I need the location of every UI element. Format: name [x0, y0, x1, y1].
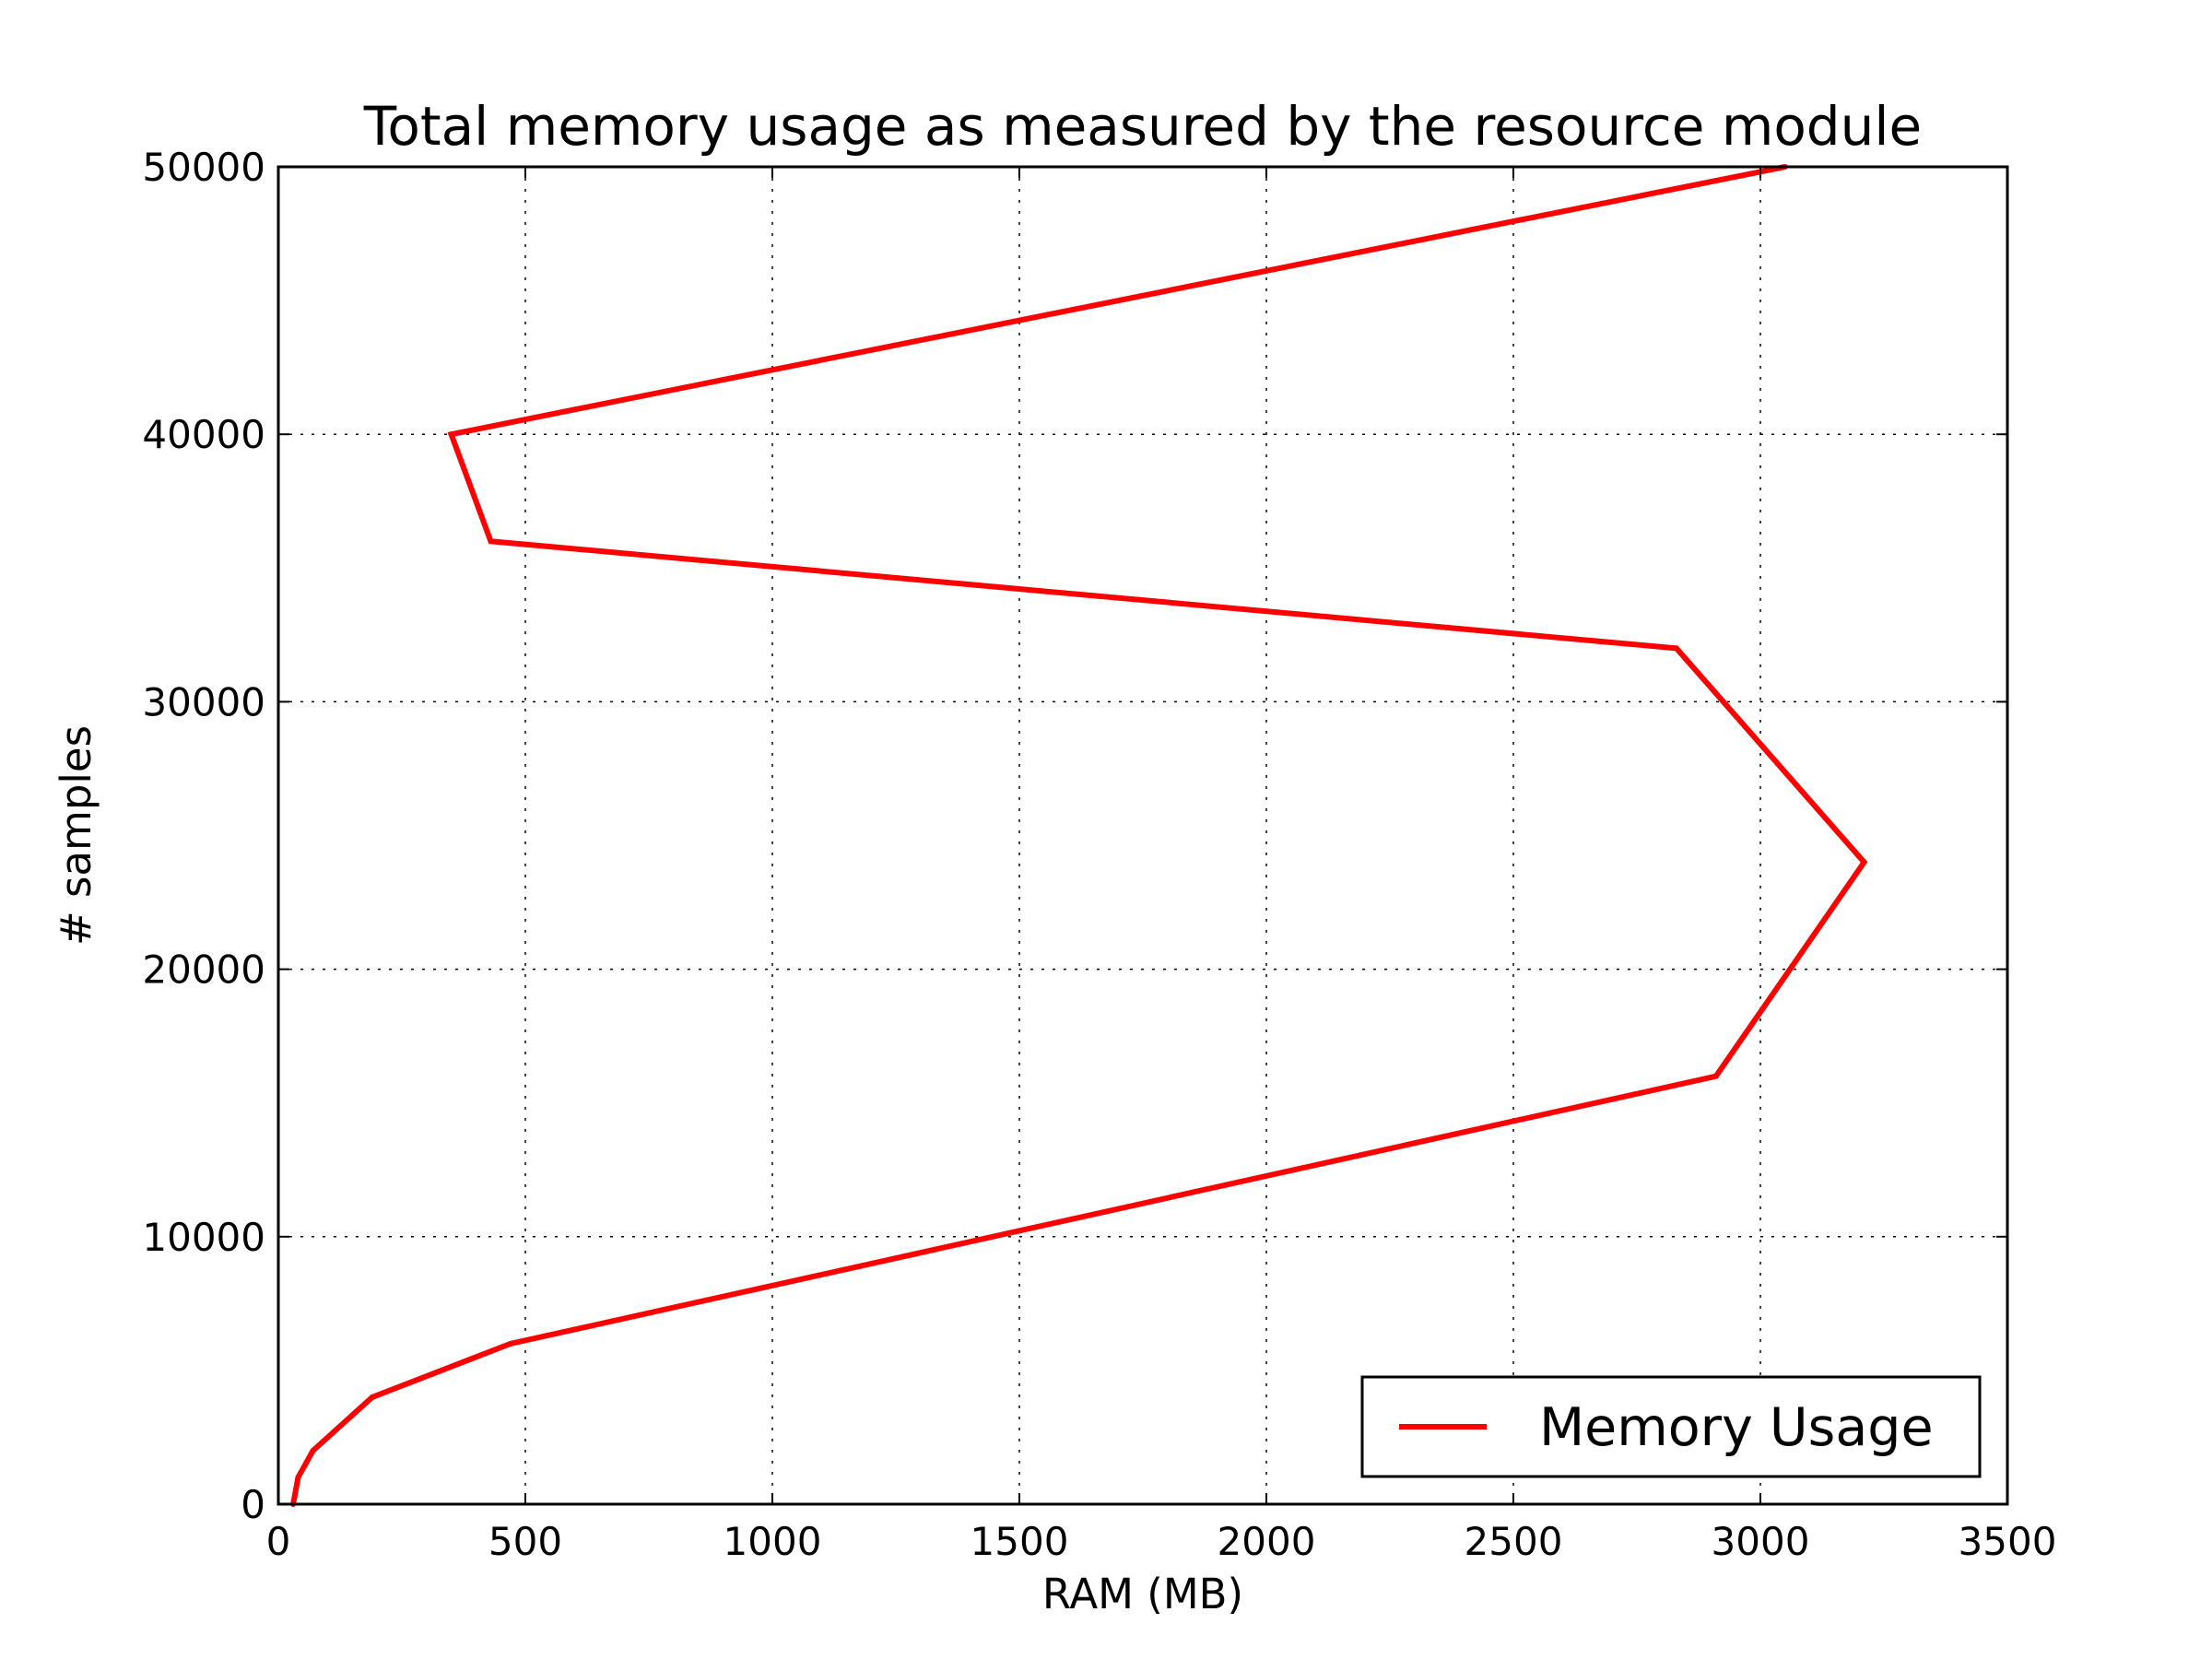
y-tick-label: 10000 [142, 1215, 265, 1260]
data-point [295, 1474, 301, 1480]
x-tick-label: 500 [488, 1519, 562, 1564]
x-tick-label: 0 [266, 1519, 291, 1564]
chart-title: Total memory usage as measured by the re… [363, 95, 1922, 158]
y-tick-label: 20000 [142, 947, 265, 993]
data-point [1712, 1073, 1719, 1079]
series-layer [290, 164, 1868, 1507]
data-point [310, 1447, 316, 1453]
data-point [448, 431, 454, 438]
y-axis-label: # samples [52, 725, 100, 946]
plot-frame [276, 165, 2009, 1506]
y-tick-label: 30000 [142, 679, 265, 724]
x-tick-label: 1500 [971, 1519, 1069, 1564]
series-line-memory-usage [290, 164, 1868, 1505]
legend-label-memory-usage: Memory Usage [1539, 1397, 1934, 1458]
x-tick-label: 3000 [1712, 1519, 1810, 1564]
data-point [1861, 859, 1867, 865]
x-axis-label: RAM (MB) [1042, 1570, 1243, 1618]
data-point [369, 1394, 375, 1400]
y-tick-label: 0 [241, 1482, 265, 1527]
grid-layer [278, 167, 2007, 1504]
data-point [488, 538, 494, 545]
data-point [507, 1340, 513, 1347]
data-point [1673, 645, 1679, 652]
legend: Memory Usage [1360, 1375, 1982, 1478]
tick-layer: 0 500 1000 1500 2000 2500 3000 3500 0 10000 20000 3… [142, 145, 2056, 1564]
x-tick-label: 3500 [1959, 1519, 2057, 1564]
x-tick-label: 2000 [1218, 1519, 1316, 1564]
y-tick-label: 50000 [142, 145, 265, 190]
x-tick-label: 2500 [1465, 1519, 1563, 1564]
y-tick-label: 40000 [142, 412, 265, 457]
x-tick-label: 1000 [724, 1519, 822, 1564]
